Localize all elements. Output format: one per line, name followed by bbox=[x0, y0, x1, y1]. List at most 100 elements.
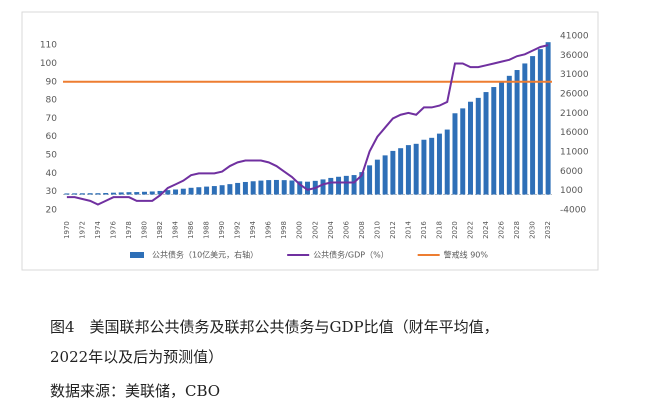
y-tick-label: 50 bbox=[46, 151, 58, 161]
bar bbox=[273, 179, 279, 195]
y-tick-label: 40 bbox=[46, 169, 58, 179]
x-tick-label: 2020 bbox=[451, 221, 459, 239]
x-tick-label: 2004 bbox=[327, 221, 335, 239]
x-tick-label: 2006 bbox=[342, 221, 350, 239]
bar bbox=[374, 159, 380, 195]
bar bbox=[227, 184, 233, 195]
y-tick-label: 70 bbox=[46, 114, 58, 124]
bar bbox=[328, 177, 334, 195]
bar bbox=[444, 129, 450, 195]
bar bbox=[165, 190, 171, 195]
bar bbox=[87, 193, 93, 195]
bar bbox=[491, 87, 497, 195]
x-tick-label: 2026 bbox=[498, 221, 506, 239]
y-tick-label: 20 bbox=[46, 206, 58, 216]
bar bbox=[359, 172, 365, 195]
bar bbox=[103, 193, 109, 195]
bar bbox=[297, 181, 303, 195]
bar bbox=[188, 187, 194, 195]
x-tick-label: 1988 bbox=[203, 221, 211, 239]
x-tick-label: 2012 bbox=[389, 221, 397, 239]
source: 数据来源：美联储，CBO bbox=[50, 382, 220, 400]
bar bbox=[429, 137, 435, 195]
bar bbox=[157, 190, 163, 195]
bar bbox=[258, 180, 264, 195]
bar bbox=[211, 186, 217, 195]
bar bbox=[460, 108, 466, 195]
bar bbox=[351, 175, 357, 195]
bar bbox=[134, 192, 140, 195]
x-tick-label: 1990 bbox=[218, 221, 226, 239]
bar bbox=[110, 192, 116, 195]
x-tick-label: 1980 bbox=[141, 221, 149, 239]
x-tick-label: 1996 bbox=[265, 221, 273, 239]
y2-tick-label: 36000 bbox=[560, 51, 589, 61]
bar bbox=[390, 150, 396, 195]
x-tick-label: 1982 bbox=[156, 221, 164, 239]
bar bbox=[305, 181, 310, 195]
bar bbox=[320, 179, 326, 195]
y2-tick-label: 41000 bbox=[560, 32, 589, 42]
bar bbox=[281, 180, 287, 195]
x-tick-label: 1992 bbox=[234, 221, 242, 239]
bar bbox=[149, 191, 155, 195]
x-tick-label: 2018 bbox=[435, 221, 443, 239]
x-tick-label: 2024 bbox=[482, 221, 490, 239]
y-tick-label: 80 bbox=[46, 96, 58, 106]
bar bbox=[235, 182, 241, 195]
y2-tick-label: 11000 bbox=[560, 148, 589, 158]
x-tick-label: 1986 bbox=[187, 221, 195, 239]
bar bbox=[483, 92, 489, 195]
bar bbox=[72, 193, 78, 195]
bar bbox=[530, 56, 536, 195]
bar bbox=[537, 49, 543, 195]
bar bbox=[468, 101, 473, 195]
x-tick-label: 1978 bbox=[125, 221, 133, 239]
y2-tick-label: -4000 bbox=[560, 206, 586, 216]
bar bbox=[452, 113, 458, 195]
bar bbox=[436, 133, 442, 195]
x-tick-label: 2010 bbox=[373, 221, 381, 239]
bar bbox=[398, 148, 404, 195]
x-tick-label: 2016 bbox=[420, 221, 428, 239]
bar bbox=[180, 188, 186, 195]
bar bbox=[219, 185, 225, 195]
bar bbox=[64, 193, 70, 195]
bar bbox=[522, 63, 528, 195]
x-tick-label: 2028 bbox=[513, 221, 521, 239]
caption-line: 2022年以及后为预测值） bbox=[50, 348, 223, 366]
bar bbox=[499, 82, 505, 195]
bar bbox=[79, 193, 85, 195]
y-tick-label: 110 bbox=[40, 41, 57, 51]
bar bbox=[173, 189, 179, 195]
caption-line: 图4 美国联邦公共债务及联邦公共债务与GDP比值（财年平均值， bbox=[50, 318, 499, 336]
y-tick-label: 30 bbox=[46, 187, 58, 197]
bar bbox=[242, 181, 248, 195]
x-tick-label: 1974 bbox=[94, 221, 102, 239]
y2-tick-label: 6000 bbox=[560, 167, 583, 177]
bar bbox=[250, 181, 256, 195]
x-tick-label: 1970 bbox=[63, 221, 71, 239]
bar bbox=[142, 191, 147, 195]
y2-tick-label: 26000 bbox=[560, 90, 589, 100]
bar bbox=[289, 180, 295, 195]
bar bbox=[196, 187, 202, 195]
bar bbox=[343, 175, 349, 195]
bar bbox=[126, 192, 132, 195]
x-tick-label: 1998 bbox=[280, 221, 288, 239]
bar bbox=[118, 192, 124, 195]
bar bbox=[367, 165, 373, 195]
bar bbox=[266, 180, 272, 195]
bar bbox=[336, 176, 342, 195]
legend-label: 公共债务（10亿美元，右轴） bbox=[152, 250, 258, 260]
bar bbox=[382, 155, 388, 195]
y2-tick-label: 1000 bbox=[560, 186, 583, 196]
y-tick-label: 100 bbox=[40, 59, 57, 69]
x-tick-label: 1984 bbox=[172, 221, 180, 239]
x-tick-label: 2022 bbox=[467, 221, 475, 239]
x-tick-label: 2032 bbox=[544, 221, 552, 239]
x-tick-label: 2008 bbox=[358, 221, 366, 239]
line bbox=[66, 44, 549, 206]
